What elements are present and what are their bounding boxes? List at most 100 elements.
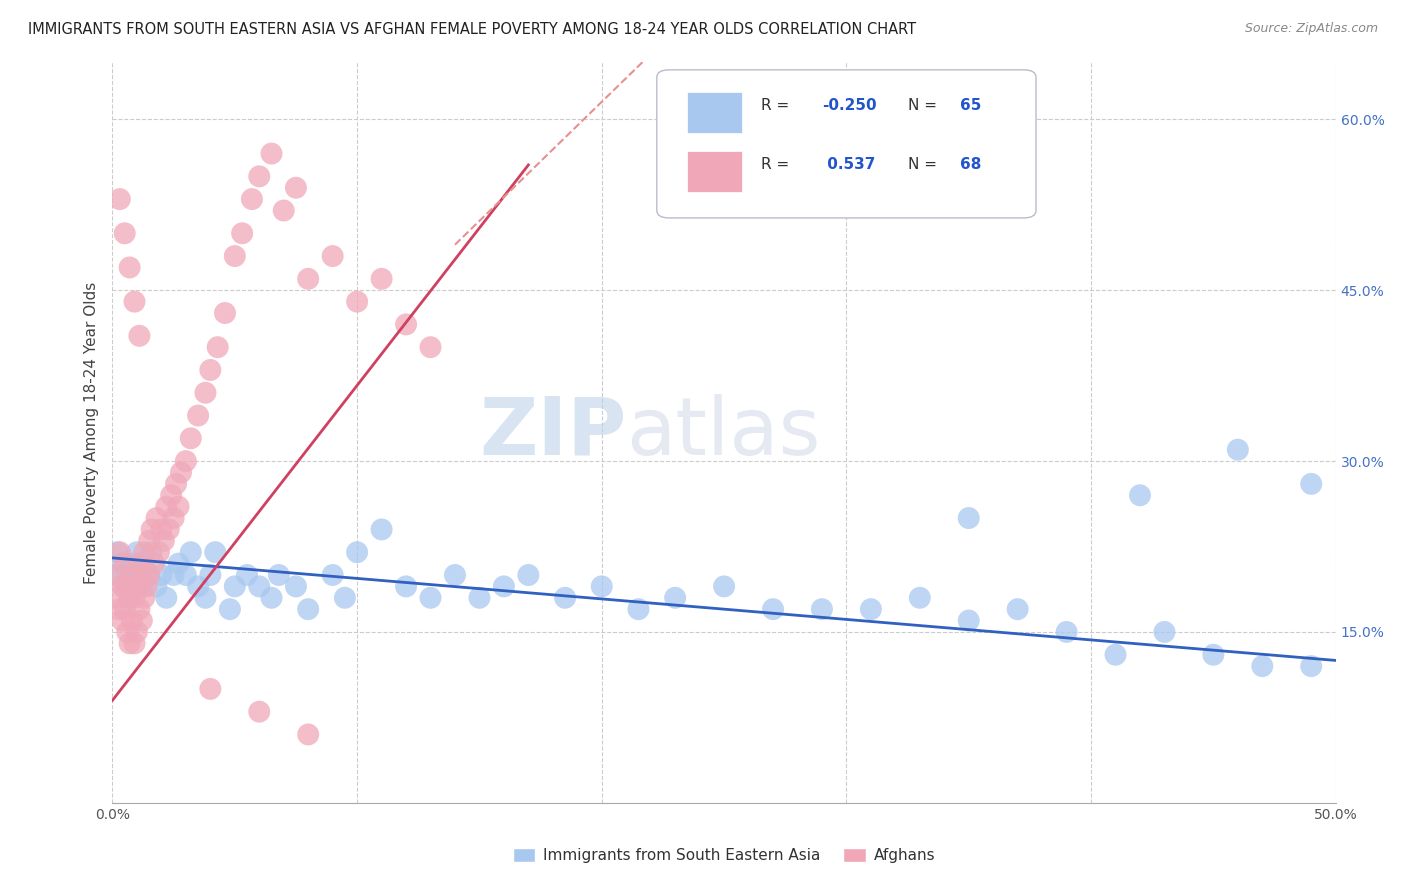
Point [160,488,183,502]
Point [105,591,128,605]
Point [200,363,222,377]
Point [240,192,263,206]
Text: N =: N = [908,157,942,172]
Point [346,545,368,559]
Point [1301,659,1323,673]
Point [118,591,141,605]
Point [1056,624,1078,639]
Point [114,602,136,616]
Point [145,511,167,525]
Point [187,579,209,593]
Point [138,568,160,582]
Point [134,591,156,605]
Point [444,568,467,582]
Point [267,568,290,582]
Point [170,466,193,480]
Point [134,545,156,559]
Point [104,568,127,582]
Legend: Immigrants from South Eastern Asia, Afghans: Immigrants from South Eastern Asia, Afgh… [506,842,942,869]
Text: 68: 68 [960,157,981,172]
Point [163,568,186,582]
Point [260,146,283,161]
Point [370,523,392,537]
Point [284,579,308,593]
Point [114,579,136,593]
Point [148,545,170,559]
Point [125,545,148,559]
Point [517,568,540,582]
Text: -0.250: -0.250 [823,98,876,113]
Point [194,385,217,400]
Point [468,591,491,605]
Point [174,454,197,468]
Point [247,579,270,593]
Point [163,511,186,525]
Point [114,557,136,571]
Point [143,557,166,571]
Point [121,557,143,571]
Point [128,557,150,571]
Point [150,568,173,582]
Point [204,545,226,559]
Point [124,636,146,650]
Point [231,227,253,241]
Text: ZIP: ZIP [479,393,626,472]
Point [762,602,785,616]
Point [118,260,141,275]
Point [859,602,882,616]
Point [200,568,222,582]
Point [957,511,980,525]
Point [187,409,209,423]
Point [108,192,131,206]
Point [150,523,173,537]
Point [121,568,143,582]
Point [125,624,148,639]
Point [224,249,246,263]
Point [219,602,242,616]
Point [236,568,259,582]
Point [1153,624,1175,639]
Point [141,523,163,537]
Point [591,579,613,593]
Text: Source: ZipAtlas.com: Source: ZipAtlas.com [1244,22,1378,36]
Point [214,306,236,320]
Bar [688,92,742,133]
Point [273,203,295,218]
Point [167,500,190,514]
Point [395,318,418,332]
Point [194,591,217,605]
Text: N =: N = [908,98,942,113]
Point [297,272,319,286]
Point [118,636,141,650]
Y-axis label: Female Poverty Among 18-24 Year Olds: Female Poverty Among 18-24 Year Olds [83,282,98,583]
Point [1226,442,1249,457]
Text: IMMIGRANTS FROM SOUTH EASTERN ASIA VS AFGHAN FEMALE POVERTY AMONG 18-24 YEAR OLD: IMMIGRANTS FROM SOUTH EASTERN ASIA VS AF… [28,22,917,37]
Point [1007,602,1029,616]
Point [124,294,146,309]
Point [111,579,134,593]
Point [153,533,176,548]
Point [492,579,515,593]
Point [1301,476,1323,491]
Point [627,602,650,616]
Point [419,591,441,605]
Point [145,579,167,593]
Text: R =: R = [761,98,794,113]
Point [108,568,131,582]
Point [713,579,735,593]
Point [247,705,270,719]
Point [554,591,576,605]
Point [1202,648,1225,662]
Point [180,431,202,445]
Point [224,579,246,593]
Text: 0.537: 0.537 [823,157,876,172]
Point [135,579,157,593]
FancyBboxPatch shape [657,70,1036,218]
Point [155,591,177,605]
Point [108,602,131,616]
Point [1129,488,1152,502]
Point [128,328,150,343]
Point [134,557,156,571]
Point [131,568,153,582]
Point [131,579,153,593]
